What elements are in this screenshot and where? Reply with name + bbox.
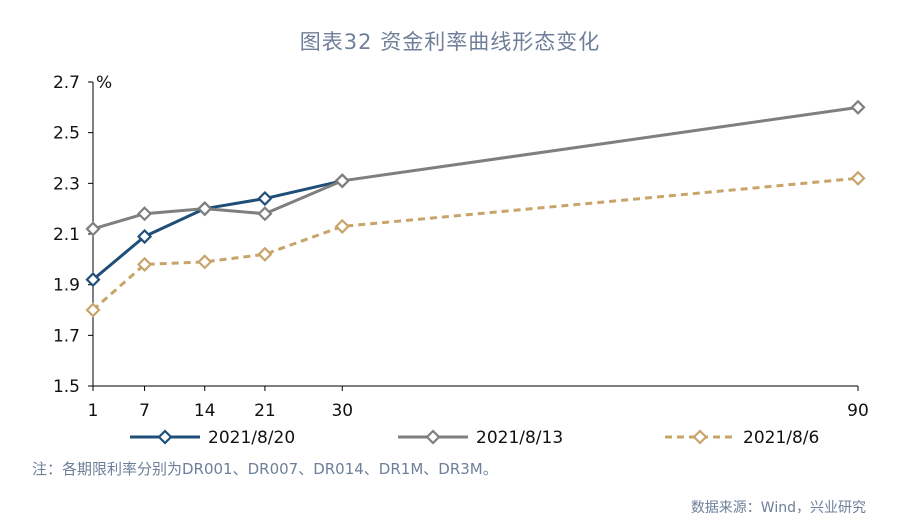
y-unit-label: % xyxy=(96,73,112,93)
x-tick-label: 30 xyxy=(331,401,353,421)
source-note: 数据来源：Wind，兴业研究 xyxy=(690,500,866,516)
footnote: 注：各期限利率分别为DR001、DR007、DR014、DR1M、DR3M。 xyxy=(32,460,498,478)
x-tick-label: 21 xyxy=(254,401,276,421)
legend-marker-2 xyxy=(692,429,708,445)
series-1-point xyxy=(257,206,273,222)
series-2-point xyxy=(850,170,866,186)
series-line-1 xyxy=(92,105,859,231)
legend-marker-0 xyxy=(157,429,173,445)
y-tick-label: 2.7 xyxy=(53,73,80,93)
legend-label-1: 2021/8/13 xyxy=(476,428,563,448)
y-tick-label: 1.7 xyxy=(53,326,80,346)
series-2-point xyxy=(137,256,153,272)
series-1-point xyxy=(334,173,350,189)
legend: 2021/8/20 2021/8/13 2021/8/6 xyxy=(130,428,819,448)
x-tick-label: 1 xyxy=(88,401,99,421)
x-tick-label: 7 xyxy=(139,401,150,421)
series-0-point xyxy=(85,272,101,288)
series-1-point xyxy=(137,206,153,222)
y-tick-label: 2.1 xyxy=(53,225,80,245)
y-tick-label: 1.5 xyxy=(53,377,80,397)
series-1-point xyxy=(850,99,866,115)
legend-label-2: 2021/8/6 xyxy=(743,428,819,448)
series-markers xyxy=(85,99,866,318)
series-0-point xyxy=(257,190,273,207)
axes: 1.5 1.7 1.9 2.1 2.3 2.5 2.7 % 1 7 14 21 30 90 xyxy=(53,73,869,421)
series-2-point xyxy=(334,218,350,234)
y-tick-label: 1.9 xyxy=(53,276,80,296)
chart-title: 图表32 资金利率曲线形态变化 xyxy=(299,30,601,54)
x-tick-label: 14 xyxy=(194,401,216,421)
legend-label-0: 2021/8/20 xyxy=(208,428,295,448)
series-2-point xyxy=(85,302,101,318)
series-2-point xyxy=(197,254,213,270)
legend-marker-1 xyxy=(425,429,441,445)
series-line-2 xyxy=(92,176,859,312)
series-1-point xyxy=(197,201,213,217)
series-0-point xyxy=(137,228,153,245)
series-1-point xyxy=(85,221,101,237)
y-tick-label: 2.5 xyxy=(53,124,80,144)
series-2-point xyxy=(257,246,273,262)
y-tick-label: 2.3 xyxy=(53,174,80,194)
x-tick-label: 90 xyxy=(847,401,869,421)
